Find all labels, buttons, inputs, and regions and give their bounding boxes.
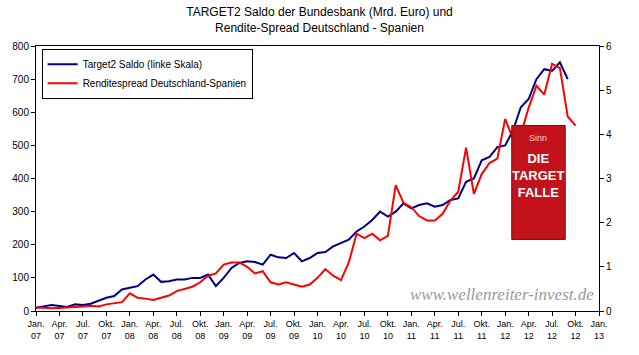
svg-text:Jan.11: Jan.11 [403, 319, 420, 341]
svg-text:Jan.09: Jan.09 [215, 319, 232, 341]
svg-text:Jul.09: Jul.09 [264, 319, 278, 341]
svg-text:Jan.07: Jan.07 [27, 319, 44, 341]
svg-text:Apr.12: Apr.12 [521, 319, 537, 341]
svg-text:3: 3 [606, 173, 612, 184]
svg-text:Jan.13: Jan.13 [590, 319, 607, 341]
svg-text:4: 4 [606, 129, 612, 140]
svg-text:Jan.12: Jan.12 [497, 319, 514, 341]
svg-text:0: 0 [606, 306, 612, 317]
svg-text:Apr.11: Apr.11 [427, 319, 443, 341]
svg-text:Jan.08: Jan.08 [121, 319, 138, 341]
svg-text:Okt.07: Okt.07 [98, 319, 115, 341]
svg-text:Apr.07: Apr.07 [51, 319, 67, 341]
svg-text:100: 100 [12, 272, 29, 283]
svg-text:400: 400 [12, 173, 29, 184]
svg-text:Jul.08: Jul.08 [170, 319, 184, 341]
svg-text:700: 700 [12, 74, 29, 85]
svg-text:600: 600 [12, 107, 29, 118]
svg-text:Jul.11: Jul.11 [451, 319, 465, 341]
svg-text:Jul.10: Jul.10 [357, 319, 371, 341]
svg-text:200: 200 [12, 239, 29, 250]
svg-text:Target2 Saldo (linke Skala): Target2 Saldo (linke Skala) [83, 59, 203, 70]
svg-text:Okt.12: Okt.12 [567, 319, 584, 341]
svg-text:1: 1 [606, 261, 612, 272]
svg-text:Okt.10: Okt.10 [380, 319, 397, 341]
svg-text:Renditespread Deutschland-Span: Renditespread Deutschland-Spanien [83, 78, 246, 89]
svg-text:Okt.11: Okt.11 [473, 319, 490, 341]
svg-text:Apr.10: Apr.10 [333, 319, 349, 341]
svg-text:500: 500 [12, 140, 29, 151]
svg-text:300: 300 [12, 206, 29, 217]
svg-text:Apr.08: Apr.08 [145, 319, 161, 341]
svg-text:www.wellenreiter-invest.de: www.wellenreiter-invest.de [410, 285, 594, 304]
svg-text:Jan.10: Jan.10 [309, 319, 326, 341]
svg-text:Okt.09: Okt.09 [286, 319, 303, 341]
svg-text:5: 5 [606, 85, 612, 96]
svg-text:DIETARGETFALLE: DIETARGETFALLE [512, 151, 565, 200]
svg-text:Sinn: Sinn [529, 133, 547, 143]
svg-text:6: 6 [606, 41, 612, 52]
svg-text:Okt.08: Okt.08 [192, 319, 209, 341]
svg-text:2: 2 [606, 217, 612, 228]
svg-text:Jul.12: Jul.12 [545, 319, 559, 341]
svg-text:800: 800 [12, 41, 29, 52]
svg-text:Jul.07: Jul.07 [76, 319, 90, 341]
svg-text:0: 0 [23, 306, 29, 317]
svg-text:TARGET2 Saldo der Bundesbank (: TARGET2 Saldo der Bundesbank (Mrd. Euro)… [186, 5, 453, 35]
svg-text:Apr.09: Apr.09 [239, 319, 255, 341]
